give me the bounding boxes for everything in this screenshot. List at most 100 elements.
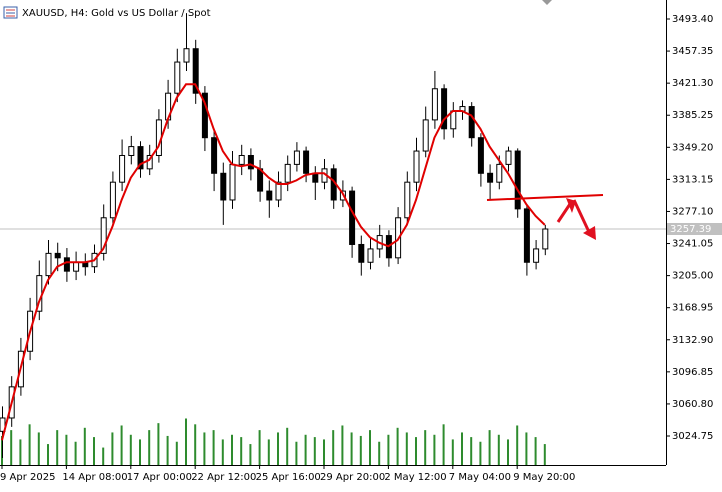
y-tick-label: 3096.85	[672, 367, 713, 378]
x-tick-label: 29 Apr 20:00	[320, 472, 385, 483]
candle-body	[431, 88, 438, 121]
candle-body	[367, 248, 374, 263]
y-tick-label: 3421.30	[672, 78, 713, 89]
candle-body	[533, 248, 540, 263]
volume-bar	[470, 437, 473, 465]
volume-bar	[359, 435, 362, 465]
candle-body	[523, 208, 530, 263]
volume-bar	[203, 432, 206, 465]
y-tick-label: 3349.20	[672, 142, 713, 153]
y-tick-label: 3132.90	[672, 335, 713, 346]
volume-bar	[387, 434, 390, 465]
candle-body	[441, 88, 448, 130]
candle-body	[73, 261, 80, 272]
price-label-box	[667, 222, 722, 235]
volume-bar	[56, 430, 59, 465]
candle-body	[109, 181, 116, 219]
volume-bar	[175, 441, 178, 465]
x-tick-label: 22 Apr 12:00	[191, 472, 256, 483]
candle-body	[100, 217, 107, 254]
y-tick-label: 3024.75	[672, 431, 713, 442]
volume-bar	[258, 430, 261, 465]
candle-body	[63, 257, 70, 272]
volume-bar	[323, 439, 325, 465]
volume-bar	[543, 444, 546, 465]
trend-line	[486, 194, 604, 201]
candle-body	[192, 48, 199, 94]
candle-body	[542, 228, 549, 250]
x-tick-label: 9 Apr 2025	[0, 472, 55, 483]
volume-bar	[102, 447, 105, 465]
volume-bar	[488, 430, 491, 465]
y-tick-label: 3277.10	[672, 206, 713, 217]
volume-bar	[240, 437, 243, 465]
chart-title: XAUUSD, H4: Gold vs US Dollar / Spot	[22, 8, 211, 19]
volume-bar	[93, 437, 95, 465]
volume-bar	[534, 437, 537, 465]
volume-bar	[47, 444, 49, 465]
volume-bar	[37, 432, 40, 465]
volume-bar	[120, 425, 123, 465]
volume-bar	[442, 424, 445, 465]
candle-body	[211, 137, 218, 174]
volume-bar	[378, 441, 381, 465]
volume-bar	[28, 424, 31, 465]
y-tick-label: 3241.05	[672, 239, 713, 250]
volume-bar	[497, 434, 500, 465]
x-tick-label: 17 Apr 00:00	[127, 472, 192, 483]
candle-body	[183, 48, 190, 63]
x-tick-label: 9 May 20:00	[513, 472, 575, 483]
shift-marker	[542, 0, 552, 5]
volume-bar	[249, 444, 252, 465]
arrow-up	[556, 203, 572, 223]
candle-body	[404, 181, 411, 219]
candle-body	[220, 172, 227, 201]
volume-bar	[295, 441, 298, 465]
candle-body	[422, 119, 429, 152]
y-tick-label: 3313.15	[672, 174, 713, 185]
candle-body	[54, 252, 61, 259]
candle-body	[477, 137, 484, 174]
volume-bar	[433, 434, 436, 465]
candle-body	[450, 110, 457, 130]
volume-bar	[157, 423, 160, 465]
arrow-down	[572, 199, 591, 233]
volume-bar	[350, 432, 353, 465]
volume-bar	[396, 427, 399, 465]
candle-body	[284, 163, 291, 183]
y-tick-label: 3493.40	[672, 14, 713, 25]
volume-bar	[461, 432, 463, 465]
y-tick-label: 3060.80	[672, 399, 713, 410]
volume-bar	[194, 424, 197, 465]
candle-body	[505, 150, 512, 165]
volume-bar	[332, 430, 335, 465]
candle-body	[174, 61, 181, 94]
x-tick-label: 14 Apr 08:00	[62, 472, 127, 483]
volume-bar	[65, 434, 68, 465]
y-tick-label: 3205.00	[672, 271, 713, 282]
candle-body	[266, 190, 273, 201]
candle-body	[349, 190, 356, 245]
volume-bar	[516, 425, 519, 465]
candle-body	[146, 154, 153, 170]
volume-bar	[424, 430, 427, 465]
moving-average	[1, 83, 546, 441]
volume-bar	[148, 430, 151, 465]
symbol-icon	[3, 6, 18, 19]
candle-body	[137, 146, 144, 170]
candle-body	[496, 163, 503, 183]
candle-body	[238, 154, 245, 165]
candle-body	[128, 146, 135, 156]
volume-bar	[83, 427, 86, 465]
candle-body	[229, 163, 236, 201]
candle-body	[247, 154, 254, 170]
y-tick-label: 3385.25	[672, 110, 713, 121]
volume-bar	[10, 430, 13, 465]
volume-bar	[525, 432, 528, 465]
volume-bar	[139, 439, 141, 465]
x-tick-label: 2 May 12:00	[384, 472, 446, 483]
volume-bar	[405, 432, 408, 465]
volume-bar	[286, 427, 289, 465]
candle-body	[293, 150, 300, 165]
x-tick-label: 25 Apr 16:00	[256, 472, 321, 483]
